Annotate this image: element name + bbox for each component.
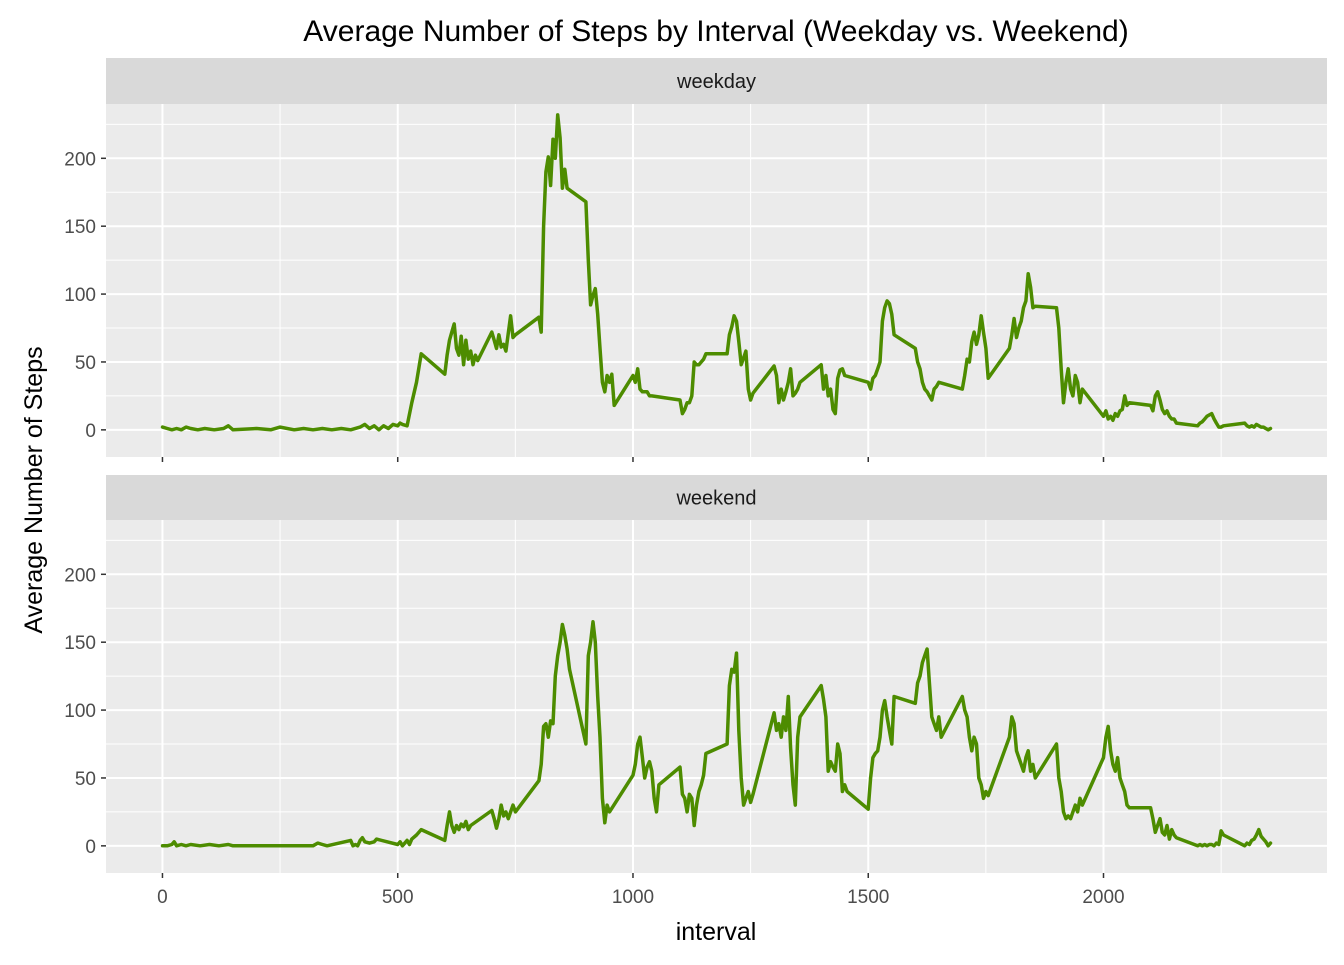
y-tick-label: 200	[64, 149, 96, 170]
y-tick-label: 100	[64, 701, 96, 722]
y-tick-label: 150	[64, 633, 96, 654]
chart-title: Average Number of Steps by Interval (Wee…	[303, 15, 1128, 48]
y-tick-label: 150	[64, 217, 96, 238]
panel-weekday: weekday 0 50 100 150 200	[64, 58, 1327, 462]
strip-label-weekend: weekend	[675, 488, 756, 510]
x-tick-label: 0	[157, 887, 168, 908]
x-tick-label: 1000	[612, 887, 654, 908]
x-tick-label: 500	[382, 887, 414, 908]
strip-background	[106, 58, 1327, 104]
x-tick-label: 1500	[847, 887, 889, 908]
series-line-weekend	[160, 620, 1273, 848]
strip-background	[106, 475, 1327, 520]
x-axis-title: interval	[676, 918, 757, 946]
y-axis-title: Average Number of Steps	[20, 346, 48, 633]
strip-label-weekday: weekday	[676, 71, 756, 93]
y-tick-label: 0	[85, 421, 96, 442]
y-tick-label: 50	[75, 769, 96, 790]
panel-background	[106, 520, 1327, 873]
x-tick-label: 2000	[1082, 887, 1124, 908]
y-tick-label: 50	[75, 353, 96, 374]
y-tick-label: 0	[85, 837, 96, 858]
y-tick-label: 100	[64, 285, 96, 306]
series-line-weekday	[160, 113, 1273, 432]
y-tick-label: 200	[64, 565, 96, 586]
